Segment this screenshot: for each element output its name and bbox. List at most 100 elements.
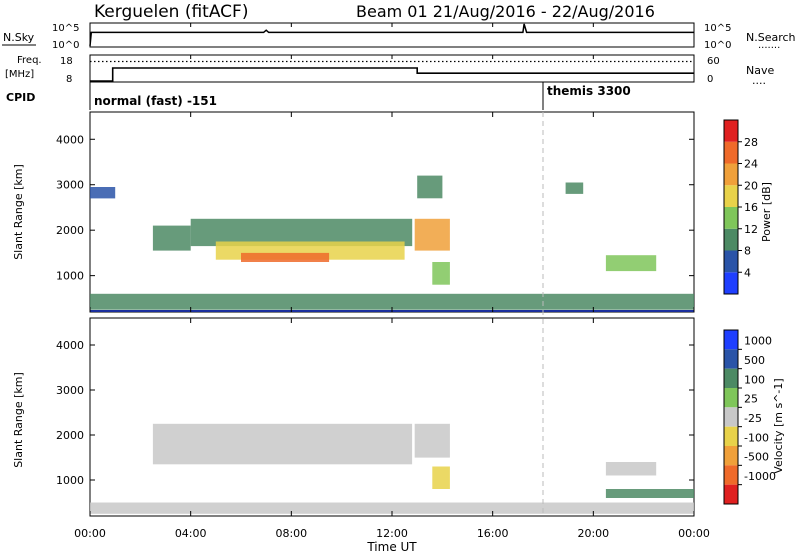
noise-left-label: N.Sky bbox=[3, 31, 35, 44]
power-panel: 1000 2000 4000 Slant Range [km] 3000 bbox=[12, 111, 695, 313]
power-colorbar-tick-label: 4 bbox=[744, 266, 751, 279]
velocity-colorbar-swatch bbox=[724, 388, 738, 408]
freq-unit-label: [MHz] bbox=[5, 69, 34, 80]
velocity-colorbar-label: Velocity [m s^-1] bbox=[772, 378, 785, 473]
velocity-colorbar-tick-label: 100 bbox=[744, 373, 765, 386]
x-tick-label: 00:00 bbox=[678, 527, 710, 540]
velocity-data bbox=[90, 423, 694, 514]
x-axis-title: Time UT bbox=[366, 540, 417, 554]
noise-right-tick-bottom: 10^0 bbox=[704, 40, 731, 51]
velocity-cell bbox=[605, 462, 657, 476]
velocity-colorbar-swatch bbox=[724, 407, 738, 427]
noise-left-tick-bottom: 10^0 bbox=[52, 40, 79, 51]
power-cell bbox=[565, 182, 584, 194]
power-cell bbox=[90, 187, 116, 199]
velocity-colorbar-tick-label: -1000 bbox=[744, 470, 776, 483]
velocity-cell bbox=[432, 466, 450, 489]
x-tick-label: 00:00 bbox=[74, 527, 106, 540]
velocity-colorbar-tick-label: 25 bbox=[744, 393, 758, 406]
x-tick-label: 04:00 bbox=[175, 527, 207, 540]
velocity-colorbar-tick-label: -100 bbox=[744, 431, 769, 444]
power-cell bbox=[152, 225, 191, 251]
power-ytick-label: 2000 bbox=[56, 224, 84, 237]
noise-panel: N.Sky 10^5 10^0 10^5 10^0 N.Search .....… bbox=[2, 22, 796, 51]
noise-left-tick-top: 10^5 bbox=[52, 23, 79, 34]
velocity-colorbar-tick-label: -500 bbox=[744, 451, 769, 464]
power-ytick-3000: 3000 bbox=[56, 179, 84, 192]
power-ytick-label: 1000 bbox=[56, 270, 84, 283]
velocity-ytick-label: 4000 bbox=[56, 339, 84, 352]
velocity-colorbar-tick-label: 1000 bbox=[744, 335, 772, 348]
velocity-colorbar: 1000 500 100 25 -25 -100 -500 -1000 bbox=[723, 329, 776, 505]
power-colorbar-label: Power [dB] bbox=[760, 182, 773, 242]
velocity-cell bbox=[605, 489, 694, 498]
x-tick-label: 16:00 bbox=[477, 527, 509, 540]
power-colorbar-swatch bbox=[724, 228, 738, 251]
power-colorbar-tick-label: 8 bbox=[744, 245, 751, 258]
velocity-colorbar-tick-label: 500 bbox=[744, 354, 765, 367]
x-tick-label: 08:00 bbox=[275, 527, 307, 540]
power-colorbar-tick-label: 20 bbox=[744, 179, 758, 192]
power-colorbar-swatch bbox=[724, 141, 738, 164]
power-colorbar-swatch bbox=[724, 250, 738, 273]
power-colorbar: 4 8 12 16 20 24 28 bbox=[723, 119, 758, 295]
velocity-ytick-label: 2000 bbox=[56, 429, 84, 442]
velocity-ylabel: Slant Range [km] bbox=[12, 372, 25, 468]
velocity-colorbar-swatch bbox=[724, 368, 738, 388]
freq-tick-bottom: 8 bbox=[66, 74, 72, 85]
power-cell bbox=[414, 218, 450, 251]
power-colorbar-tick-label: 24 bbox=[744, 158, 758, 171]
velocity-colorbar-swatch bbox=[724, 349, 738, 369]
nave-dots: .... bbox=[752, 74, 766, 87]
velocity-cell bbox=[90, 502, 694, 514]
freq-tick-top: 18 bbox=[60, 56, 73, 67]
velocity-colorbar-swatch bbox=[724, 465, 738, 485]
power-cell bbox=[605, 255, 657, 272]
power-cell bbox=[241, 252, 330, 262]
velocity-cell bbox=[414, 423, 450, 458]
power-cell bbox=[417, 175, 443, 199]
power-colorbar-tick-label: 28 bbox=[744, 136, 758, 149]
noise-series-line bbox=[89, 23, 694, 47]
power-colorbar-swatch bbox=[724, 163, 738, 186]
x-tick-label: 12:00 bbox=[376, 527, 408, 540]
cpid-mode-1: normal (fast) -151 bbox=[94, 94, 217, 108]
x-axis: 00:00 04:00 08:00 12:00 16:00 20:00 00:00 bbox=[74, 23, 710, 540]
freq-label: Freq. bbox=[17, 55, 42, 66]
cpid-label: CPID bbox=[6, 91, 35, 104]
velocity-colorbar-swatch bbox=[724, 426, 738, 446]
station-title: Kerguelen (fitACF) bbox=[94, 2, 248, 22]
power-colorbar-tick-label: 12 bbox=[744, 223, 758, 236]
power-data bbox=[90, 175, 694, 310]
power-ytick-label: 4000 bbox=[56, 133, 84, 146]
velocity-colorbar-swatch bbox=[724, 330, 738, 350]
velocity-colorbar-frame bbox=[723, 329, 739, 505]
velocity-colorbar-swatch bbox=[724, 446, 738, 466]
beam-date-title: Beam 01 21/Aug/2016 - 22/Aug/2016 bbox=[356, 2, 655, 21]
power-colorbar-swatch bbox=[724, 207, 738, 229]
noise-right-tick-top: 10^5 bbox=[704, 23, 731, 34]
power-colorbar-tick-label: 16 bbox=[744, 201, 758, 214]
velocity-ytick-label: 3000 bbox=[56, 384, 84, 397]
velocity-cell bbox=[152, 423, 413, 465]
noise-right-dots: ....... bbox=[758, 40, 780, 51]
noise-right-label: N.Search bbox=[746, 31, 796, 44]
x-tick-label: 20:00 bbox=[577, 527, 609, 540]
velocity-panel: 1000 2000 3000 4000 Slant Range [km] bbox=[12, 317, 695, 517]
velocity-ytick-label: 1000 bbox=[56, 474, 84, 487]
velocity-colorbar-swatch bbox=[724, 484, 738, 504]
velocity-colorbar-tick-label: -25 bbox=[744, 412, 762, 425]
power-colorbar-swatch bbox=[724, 185, 738, 207]
cpid-panel: CPID normal (fast) -151 themis 3300 bbox=[6, 82, 631, 110]
nave-tick-top: 60 bbox=[707, 56, 720, 67]
power-colorbar-swatch bbox=[724, 120, 738, 142]
power-cell bbox=[432, 262, 450, 285]
nave-tick-bottom: 0 bbox=[707, 74, 713, 85]
power-colorbar-swatch bbox=[724, 272, 738, 294]
freq-panel: Freq. [MHz] 18 8 60 0 Nave .... bbox=[5, 54, 774, 87]
cpid-mode-2: themis 3300 bbox=[547, 84, 631, 98]
power-ylabel: Slant Range [km] bbox=[12, 164, 25, 260]
freq-series-line bbox=[90, 67, 694, 82]
nave-label: Nave bbox=[746, 64, 774, 77]
